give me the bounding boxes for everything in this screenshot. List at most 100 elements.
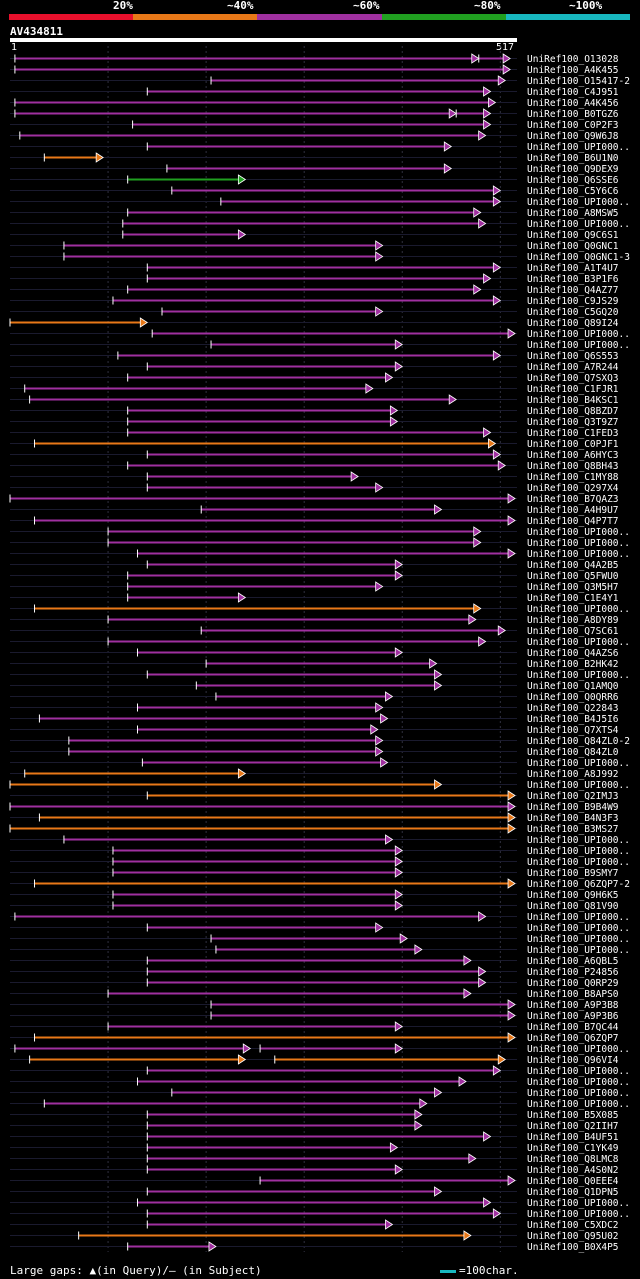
- hit-arrow: [394, 845, 404, 856]
- hit-arrow: [394, 889, 404, 900]
- hit-label: UniRef100_B7QAZ3: [527, 494, 619, 505]
- hit-arrow: [414, 1109, 423, 1120]
- hit-label: UniRef100_P24856: [527, 967, 619, 978]
- query-name: AV434811: [10, 25, 63, 38]
- hit-arrow: [507, 1032, 516, 1043]
- hit-label: UniRef100_UPI000..: [527, 1044, 630, 1055]
- hit-label: UniRef100_Q7XTS4: [527, 725, 619, 736]
- hit-arrow: [507, 1010, 516, 1021]
- query-start-label: 1: [11, 42, 18, 53]
- hit-arrow: [463, 988, 472, 999]
- hit-label: UniRef100_UPI000..: [527, 670, 630, 681]
- hit-arrow: [473, 207, 482, 218]
- hit-label: UniRef100_B5X085: [527, 1110, 619, 1121]
- hit-label: UniRef100_UPI000..: [527, 604, 630, 615]
- hit-label: UniRef100_UPI000..: [527, 1198, 630, 1209]
- legend-label-3: ~80%: [474, 0, 501, 12]
- hit-arrow: [483, 108, 492, 119]
- hit-arrow: [370, 724, 379, 735]
- hit-arrow: [471, 53, 480, 64]
- hit-arrow: [497, 625, 506, 636]
- hit-arrow: [478, 977, 487, 988]
- hit-arrow: [507, 328, 516, 339]
- hit-label: UniRef100_A1T4U7: [527, 263, 619, 274]
- hit-label: UniRef100_Q1AMQ0: [527, 681, 619, 692]
- hit-label: UniRef100_UPI000..: [527, 1066, 630, 1077]
- hit-label: UniRef100_O15417-2: [527, 76, 630, 87]
- hit-arrow: [507, 515, 516, 526]
- hit-arrow: [385, 834, 394, 845]
- hit-arrow: [507, 493, 516, 504]
- hit-label: UniRef100_B3MS27: [527, 824, 619, 835]
- hit-label: UniRef100_C0PJF1: [527, 439, 619, 450]
- hit-label: UniRef100_Q0RP29: [527, 978, 619, 989]
- hit-label: UniRef100_Q0QRR6: [527, 692, 619, 703]
- hit-arrow: [208, 1241, 217, 1252]
- hit-label: UniRef100_Q9C6S1: [527, 230, 619, 241]
- legend-seg-3: [381, 14, 506, 20]
- hit-label: UniRef100_Q7SC61: [527, 626, 619, 637]
- hit-label: UniRef100_UPI000..: [527, 1209, 630, 1220]
- legend-seg-4: [505, 14, 630, 20]
- hit-arrow: [394, 559, 404, 570]
- hit-arrow: [237, 229, 247, 240]
- legend-label-0: 20%: [113, 0, 133, 12]
- hit-arrow: [483, 1197, 492, 1208]
- hit-label: UniRef100_B3P1F6: [527, 274, 619, 285]
- hit-arrow: [507, 999, 516, 1010]
- hit-label: UniRef100_UPI000..: [527, 912, 630, 923]
- hit-label: UniRef100_A4K456: [527, 98, 619, 109]
- hit-arrow: [507, 790, 516, 801]
- hit-arrow: [483, 1131, 492, 1142]
- hit-arrow: [394, 1164, 404, 1175]
- hit-arrow: [443, 141, 453, 152]
- hit-label: UniRef100_A7R244: [527, 362, 619, 373]
- hit-label: UniRef100_A4S0N2: [527, 1165, 619, 1176]
- hit-arrow: [350, 471, 359, 482]
- scale-swatch: [440, 1270, 456, 1273]
- hit-label: UniRef100_Q9DEX9: [527, 164, 619, 175]
- hit-label: UniRef100_A8DY89: [527, 615, 619, 626]
- hit-arrow: [478, 911, 487, 922]
- hit-label: UniRef100_B6U1N0: [527, 153, 619, 164]
- hit-label: UniRef100_UPI000..: [527, 549, 630, 560]
- hit-arrow: [237, 174, 247, 185]
- hit-label: UniRef100_Q6SSE6: [527, 175, 619, 186]
- hit-label: UniRef100_UPI000..: [527, 1077, 630, 1088]
- hit-label: UniRef100_B2HK42: [527, 659, 619, 670]
- hit-arrow: [385, 691, 394, 702]
- hit-arrow: [448, 394, 457, 405]
- hit-arrow: [478, 966, 487, 977]
- hit-label: UniRef100_A8MSW5: [527, 208, 619, 219]
- hit-arrow: [483, 86, 492, 97]
- hit-arrow: [478, 218, 487, 229]
- hit-label: UniRef100_UPI000..: [527, 197, 630, 208]
- hit-arrow: [414, 1120, 423, 1131]
- hit-label: UniRef100_C5GQ20: [527, 307, 619, 318]
- hit-label: UniRef100_Q0GNC1: [527, 241, 619, 252]
- hit-arrow: [375, 306, 384, 317]
- hit-arrow: [507, 812, 516, 823]
- hit-label: UniRef100_Q297X4: [527, 483, 619, 494]
- query-end-label: 517: [496, 42, 515, 53]
- hit-label: UniRef100_UPI000..: [527, 780, 630, 791]
- hit-arrow: [419, 1098, 428, 1109]
- hit-arrow: [434, 1087, 443, 1098]
- hit-arrow: [394, 856, 404, 867]
- hit-arrow: [375, 735, 384, 746]
- hit-label: UniRef100_B9SMY7: [527, 868, 619, 879]
- hit-arrow: [434, 504, 443, 515]
- hit-label: UniRef100_UPI000..: [527, 923, 630, 934]
- hit-arrow: [478, 636, 487, 647]
- hit-label: UniRef100_C0P2F3: [527, 120, 619, 131]
- hit-label: UniRef100_UPI000..: [527, 538, 630, 549]
- hit-label: UniRef100_Q22843: [527, 703, 619, 714]
- hit-label: UniRef100_C5Y6C6: [527, 186, 619, 197]
- hit-arrow: [394, 900, 404, 911]
- hit-label: UniRef100_B4KSC1: [527, 395, 619, 406]
- hit-arrow: [443, 163, 453, 174]
- hit-arrow: [365, 383, 374, 394]
- hit-arrow: [492, 262, 502, 273]
- legend-label-4: ~100%: [569, 0, 603, 12]
